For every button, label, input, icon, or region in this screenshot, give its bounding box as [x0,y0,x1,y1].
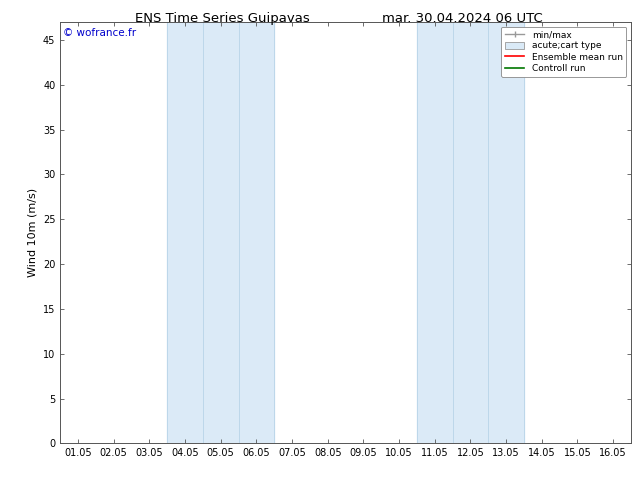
Legend: min/max, acute;cart type, Ensemble mean run, Controll run: min/max, acute;cart type, Ensemble mean … [501,26,626,76]
Y-axis label: Wind 10m (m/s): Wind 10m (m/s) [27,188,37,277]
Text: © wofrance.fr: © wofrance.fr [63,28,136,38]
Text: mar. 30.04.2024 06 UTC: mar. 30.04.2024 06 UTC [382,12,543,25]
Bar [417,22,524,443]
Text: ENS Time Series Guipavas: ENS Time Series Guipavas [134,12,309,25]
Bar [167,22,275,443]
